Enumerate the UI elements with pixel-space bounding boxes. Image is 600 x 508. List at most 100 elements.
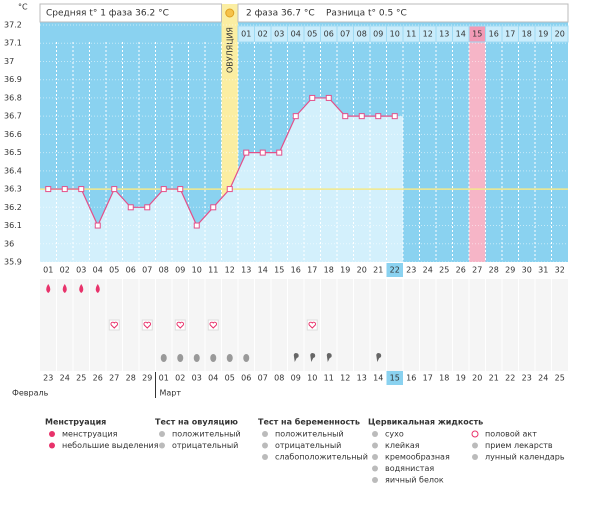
date-label: 10 bbox=[307, 374, 317, 383]
date-label: 27 bbox=[109, 374, 119, 383]
legend-item: отрицательный bbox=[172, 441, 238, 450]
intercourse-mark bbox=[209, 321, 218, 329]
intercourse-box bbox=[141, 319, 153, 331]
legend-item: кремообразная bbox=[385, 453, 450, 462]
egg-white-mark bbox=[243, 354, 250, 362]
y-tick-label: 36.7 bbox=[4, 112, 22, 121]
x-tick-label: 12 bbox=[225, 266, 235, 275]
header-phase1: Средняя t° 1 фаза 36.2 °C bbox=[46, 9, 169, 19]
phase2-day: 13 bbox=[439, 30, 449, 39]
x-tick-label: 16 bbox=[291, 266, 301, 275]
x-tick-label: 06 bbox=[126, 266, 136, 275]
month-label: Март bbox=[160, 389, 182, 398]
temperature-point bbox=[259, 149, 266, 156]
phase2-day: 01 bbox=[241, 30, 251, 39]
x-tick-label: 10 bbox=[192, 266, 202, 275]
legend-title: Тест на овуляцию bbox=[155, 418, 238, 427]
phase2-day: 15 bbox=[472, 30, 482, 39]
temperature-point bbox=[358, 113, 365, 120]
legend-item: слабоположительный bbox=[275, 453, 368, 462]
x-tick-label: 20 bbox=[357, 266, 367, 275]
x-tick-label: 03 bbox=[76, 266, 86, 275]
legend-icon bbox=[372, 431, 378, 437]
header-box bbox=[39, 3, 222, 23]
legend-item: положительный bbox=[172, 430, 241, 439]
x-tick-label: 23 bbox=[406, 266, 416, 275]
phase2-day: 19 bbox=[538, 30, 548, 39]
legend-item: яичный белок bbox=[385, 476, 444, 485]
y-tick-label: 36.6 bbox=[4, 130, 22, 139]
area-under-line bbox=[40, 97, 403, 262]
date-label: 13 bbox=[357, 374, 367, 383]
temperature-point bbox=[325, 94, 332, 101]
temperature-point bbox=[193, 222, 200, 229]
temperature-point bbox=[243, 149, 250, 156]
x-tick-label: 30 bbox=[522, 266, 532, 275]
y-unit: °C bbox=[18, 3, 28, 12]
intercourse-mark bbox=[176, 321, 185, 329]
x-tick-label: 15 bbox=[274, 266, 284, 275]
legend-icon bbox=[372, 477, 378, 483]
legend-item: положительный bbox=[275, 430, 344, 439]
intercourse-mark bbox=[308, 321, 317, 329]
phase2-day: 08 bbox=[357, 30, 367, 39]
x-tick-label: 22 bbox=[390, 266, 400, 275]
y-tick-label: 37.2 bbox=[4, 21, 22, 30]
x-tick-label: 24 bbox=[423, 266, 433, 275]
phase2-day: 03 bbox=[274, 30, 284, 39]
legend-icon bbox=[262, 442, 268, 449]
legend-item: отрицательный bbox=[275, 441, 341, 450]
legend-icon bbox=[159, 431, 165, 437]
date-label: 19 bbox=[456, 374, 466, 383]
x-tick-label: 01 bbox=[43, 266, 53, 275]
legend-item: менструация bbox=[62, 430, 118, 439]
date-label: 25 bbox=[76, 374, 86, 383]
menstruation-mark bbox=[95, 284, 100, 293]
phase2-day: 12 bbox=[423, 30, 433, 39]
phase2-day: 09 bbox=[373, 30, 383, 39]
watery-mark bbox=[293, 353, 299, 362]
menstruation-mark bbox=[46, 284, 51, 293]
y-tick-label: 36.1 bbox=[4, 221, 22, 230]
x-tick-label: 11 bbox=[208, 266, 218, 275]
egg-white-mark bbox=[160, 354, 167, 362]
today-box bbox=[386, 263, 403, 277]
date-label: 16 bbox=[406, 374, 416, 383]
date-label: 11 bbox=[324, 374, 334, 383]
y-tick-label: 37.1 bbox=[4, 39, 22, 48]
x-tick-label: 02 bbox=[60, 266, 70, 275]
legend-item: лунный календарь bbox=[485, 453, 565, 462]
x-tick-label: 07 bbox=[142, 266, 152, 275]
date-label: 22 bbox=[505, 374, 515, 383]
date-label: 24 bbox=[60, 374, 70, 383]
date-label: 06 bbox=[241, 374, 251, 383]
phase2-day: 10 bbox=[390, 30, 400, 39]
x-tick-label: 27 bbox=[472, 266, 482, 275]
y-tick-label: 37 bbox=[4, 57, 14, 66]
temperature-point bbox=[127, 204, 134, 211]
date-label: 29 bbox=[142, 374, 152, 383]
ovulation-label: ОВУЛЯЦИЯ bbox=[225, 27, 234, 73]
x-tick-label: 14 bbox=[258, 266, 268, 275]
temperature-point bbox=[94, 222, 101, 229]
x-tick-label: 29 bbox=[505, 266, 515, 275]
intercourse-box bbox=[174, 319, 186, 331]
temperature-point bbox=[144, 204, 151, 211]
temperature-point bbox=[292, 113, 299, 120]
legend-item: прием лекарств bbox=[485, 441, 553, 450]
date-label: 05 bbox=[225, 374, 235, 383]
ovulation-icon bbox=[225, 8, 235, 18]
menstruation-mark bbox=[62, 284, 67, 293]
x-tick-label: 13 bbox=[241, 266, 251, 275]
date-label: 24 bbox=[538, 374, 548, 383]
temperature-point bbox=[226, 186, 233, 193]
x-tick-label: 32 bbox=[555, 266, 565, 275]
temperature-point bbox=[342, 113, 349, 120]
date-label: 02 bbox=[175, 374, 185, 383]
intercourse-box bbox=[207, 319, 219, 331]
legend-item: клейкая bbox=[385, 441, 420, 450]
y-tick-label: 36.9 bbox=[4, 75, 22, 84]
x-tick-label: 09 bbox=[175, 266, 185, 275]
legend-item: водянистая bbox=[385, 464, 434, 473]
